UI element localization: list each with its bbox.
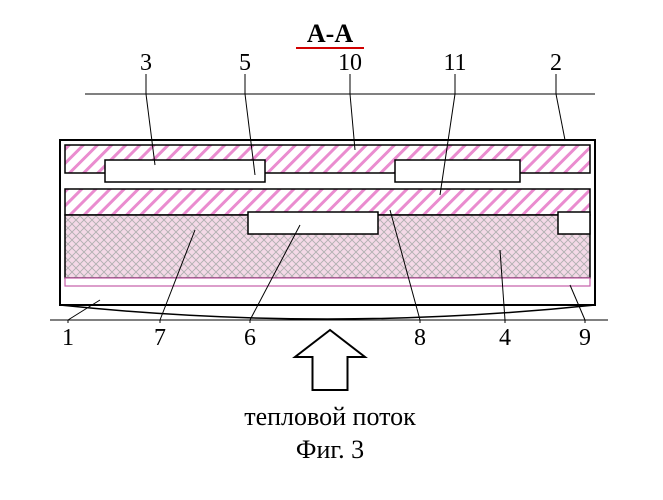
callout-2: 2 <box>550 50 562 76</box>
callout-8: 8 <box>414 325 426 351</box>
callout-leader-9 <box>570 285 585 320</box>
callout-11: 11 <box>443 50 466 76</box>
callout-1: 1 <box>62 325 74 351</box>
callout-4: 4 <box>499 325 511 351</box>
cavity-top_left <box>105 160 265 182</box>
figure-label: Фиг. 3 <box>296 435 364 464</box>
layer-mid-plate <box>65 189 590 215</box>
callout-leader-2 <box>556 94 565 140</box>
callout-6: 6 <box>244 325 256 351</box>
cavity-mid_right_notch <box>558 212 590 234</box>
cavity-mid_center <box>248 212 378 234</box>
callout-leader-1 <box>68 300 100 320</box>
callout-9: 9 <box>579 325 591 351</box>
callout-7: 7 <box>154 325 166 351</box>
callout-3: 3 <box>140 50 152 76</box>
callout-10: 10 <box>338 50 362 76</box>
callout-leader-10 <box>350 94 355 150</box>
layer-bottom-strip <box>65 278 590 286</box>
convex-arc <box>60 305 595 319</box>
callout-5: 5 <box>239 50 251 76</box>
section-label: А-А <box>307 19 353 48</box>
arrow-label: тепловой поток <box>244 402 416 431</box>
cavity-top_right <box>395 160 520 182</box>
heat-flow-arrow <box>295 330 365 390</box>
